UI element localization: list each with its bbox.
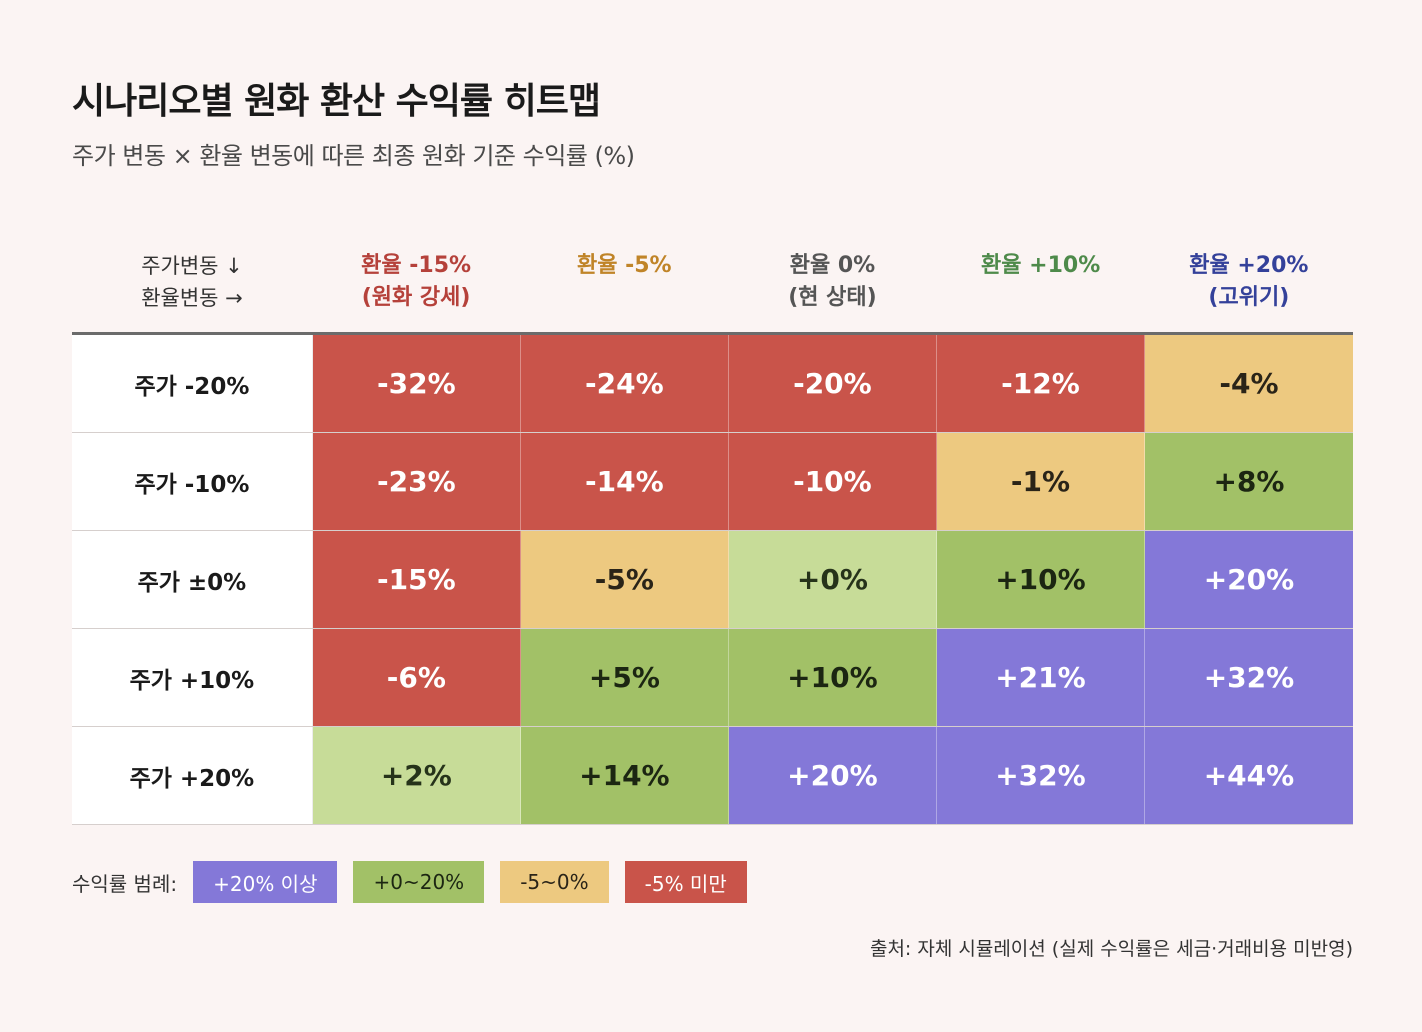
- heatmap-cell: -14%: [520, 433, 729, 530]
- source-note: 출처: 자체 시뮬레이션 (실제 수익률은 세금·거래비용 미반영): [869, 938, 1353, 960]
- heatmap-rows: 주가 -20% -32% -24% -20% -12% -4% 주가 -10% -23% -14…: [72, 335, 1353, 825]
- row-header: 주가 +20%: [72, 727, 313, 824]
- axis-corner-label: 주가변동 ↓ 환율변동 →: [72, 250, 312, 314]
- legend-item: -5~0%: [500, 861, 609, 903]
- column-header-label: 환율 -5%: [576, 253, 672, 278]
- legend-items: +20% 이상 +0~20% -5~0% -5% 미만: [193, 861, 763, 903]
- column-header-note: (고위기): [1208, 285, 1290, 310]
- heatmap: 주가변동 ↓ 환율변동 → 환율 -15% (원화 강세) 환율 -5% 환율 0% (…: [72, 232, 1353, 825]
- heatmap-cell: +2%: [312, 727, 521, 824]
- heatmap-cell: -12%: [936, 335, 1145, 432]
- column-header-label: 환율 +10%: [981, 253, 1101, 278]
- row-header: 주가 -10%: [72, 433, 313, 530]
- heatmap-cell: -10%: [728, 433, 937, 530]
- heatmap-row: 주가 -10% -23% -14% -10% -1% +8%: [72, 433, 1353, 531]
- heatmap-cell: +44%: [1144, 727, 1353, 824]
- heatmap-cell: +10%: [936, 531, 1145, 628]
- column-header: 환율 0% (현 상태): [728, 250, 936, 314]
- row-header: 주가 ±0%: [72, 531, 313, 628]
- column-header-row: 주가변동 ↓ 환율변동 → 환율 -15% (원화 강세) 환율 -5% 환율 0% (…: [72, 232, 1353, 335]
- heatmap-row: 주가 ±0% -15% -5% +0% +10% +20%: [72, 531, 1353, 629]
- legend-item: +0~20%: [353, 861, 485, 903]
- heatmap-cell: -5%: [520, 531, 729, 628]
- heatmap-cell: -24%: [520, 335, 729, 432]
- legend-item: -5% 미만: [624, 861, 747, 903]
- stock-axis-label: 주가변동 ↓: [141, 254, 243, 278]
- heatmap-cell: -6%: [312, 629, 521, 726]
- row-header: 주가 -20%: [72, 335, 313, 432]
- chart-subtitle: 주가 변동 × 환율 변동에 따른 최종 원화 기준 수익률 (%): [72, 142, 635, 170]
- column-header: 환율 +20% (고위기): [1145, 250, 1353, 314]
- heatmap-cell: -20%: [728, 335, 937, 432]
- column-header: 환율 -5%: [520, 250, 728, 314]
- heatmap-cell: +14%: [520, 727, 729, 824]
- legend-item: +20% 이상: [193, 861, 338, 903]
- column-headers: 환율 -15% (원화 강세) 환율 -5% 환율 0% (현 상태) 환율 +10% 환율…: [312, 250, 1353, 314]
- heatmap-cell: -1%: [936, 433, 1145, 530]
- heatmap-cell: +5%: [520, 629, 729, 726]
- heatmap-row: 주가 -20% -32% -24% -20% -12% -4%: [72, 335, 1353, 433]
- heatmap-cell: +0%: [728, 531, 937, 628]
- column-header-note: (현 상태): [788, 285, 877, 310]
- heatmap-cell: -15%: [312, 531, 521, 628]
- column-header-note: (원화 강세): [361, 285, 471, 310]
- column-header-label: 환율 +20%: [1189, 253, 1309, 278]
- heatmap-row: 주가 +10% -6% +5% +10% +21% +32%: [72, 629, 1353, 727]
- legend: 수익률 범례: +20% 이상 +0~20% -5~0% -5% 미만: [72, 861, 763, 903]
- heatmap-cell: +32%: [1144, 629, 1353, 726]
- heatmap-cell: -4%: [1144, 335, 1353, 432]
- heatmap-cell: +8%: [1144, 433, 1353, 530]
- fx-axis-label: 환율변동 →: [141, 286, 243, 310]
- heatmap-cell: +20%: [728, 727, 937, 824]
- column-header-label: 환율 0%: [789, 253, 876, 278]
- column-header: 환율 +10%: [937, 250, 1145, 314]
- legend-label: 수익률 범례:: [72, 871, 178, 896]
- heatmap-cell: +32%: [936, 727, 1145, 824]
- heatmap-cell: +20%: [1144, 531, 1353, 628]
- row-header: 주가 +10%: [72, 629, 313, 726]
- column-header: 환율 -15% (원화 강세): [312, 250, 520, 314]
- heatmap-row: 주가 +20% +2% +14% +20% +32% +44%: [72, 727, 1353, 825]
- heatmap-cell: -32%: [312, 335, 521, 432]
- heatmap-cell: +10%: [728, 629, 937, 726]
- heatmap-cell: -23%: [312, 433, 521, 530]
- heatmap-cell: +21%: [936, 629, 1145, 726]
- chart-title: 시나리오별 원화 환산 수익률 히트맵: [72, 81, 601, 122]
- column-header-label: 환율 -15%: [361, 253, 472, 278]
